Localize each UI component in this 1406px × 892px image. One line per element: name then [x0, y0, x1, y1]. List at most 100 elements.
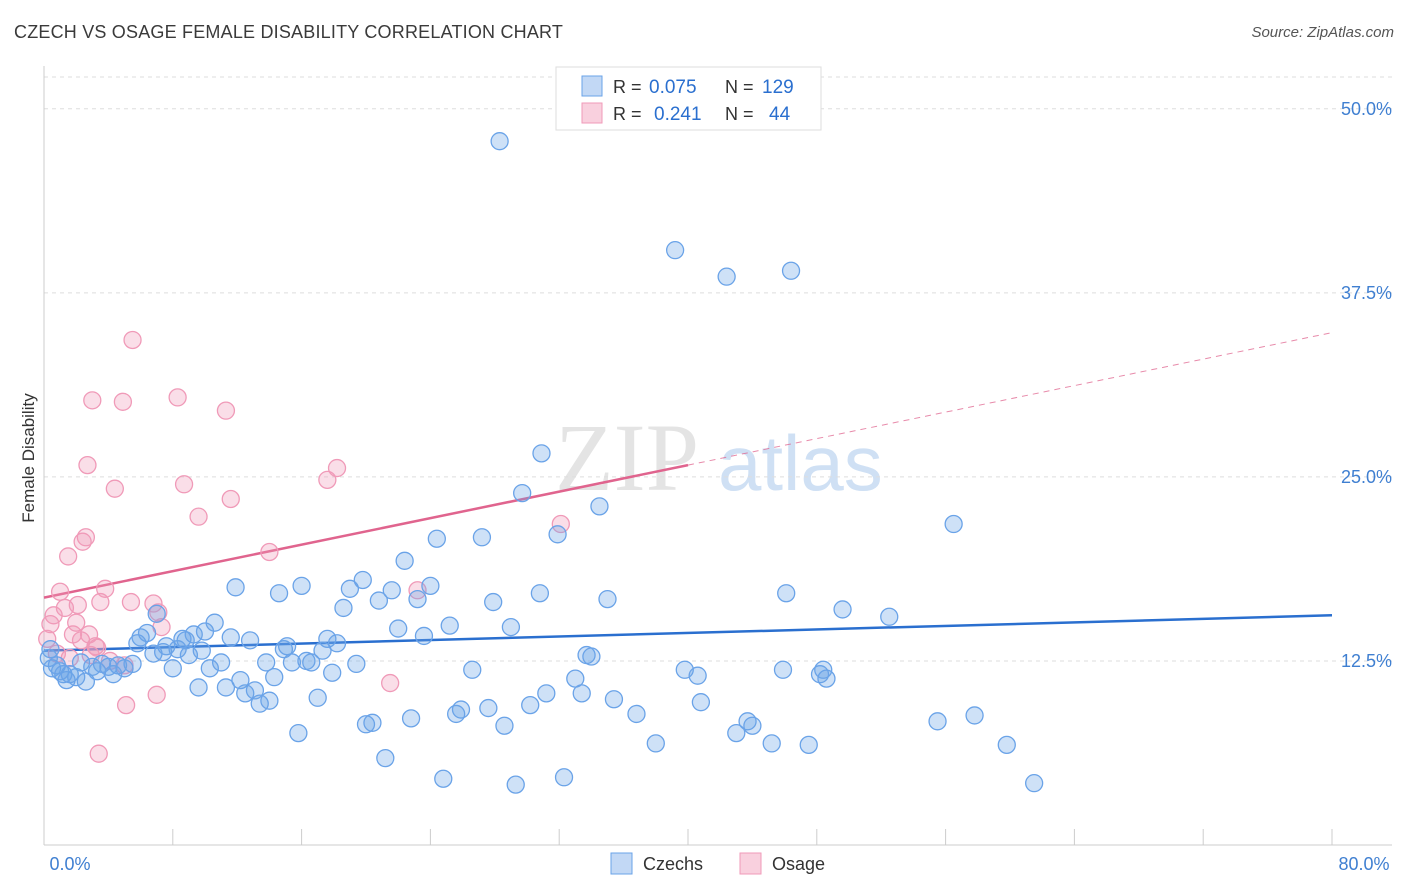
legend-label-osage: Osage: [772, 854, 825, 874]
data-point-osage: [44, 606, 63, 625]
data-point-czechs: [532, 444, 551, 463]
trend-line-czechs: [43, 614, 1333, 652]
data-point-czechs: [434, 769, 453, 788]
data-point-czechs: [353, 570, 372, 590]
data-point-czechs: [260, 691, 279, 710]
data-point-czechs: [363, 713, 382, 732]
data-point-osage: [168, 388, 187, 407]
data-point-czechs: [289, 723, 308, 743]
data-point-osage: [79, 625, 99, 644]
data-point-czechs: [347, 654, 366, 674]
legend-swatch-czechs: [610, 852, 633, 875]
data-point-czechs: [688, 666, 707, 685]
data-point-czechs: [308, 688, 327, 707]
data-point-czechs: [743, 716, 762, 735]
data-point-czechs: [318, 629, 337, 649]
data-point-czechs: [334, 598, 353, 618]
data-point-czechs: [427, 529, 446, 548]
trend-line-osage: [43, 463, 689, 599]
legend-swatch-osage: [739, 852, 762, 875]
data-point-czechs: [221, 628, 240, 647]
stats-r-value-czechs: 0.075: [649, 77, 697, 98]
data-point-osage: [551, 514, 570, 534]
data-point-czechs: [944, 514, 963, 534]
data-point-czechs: [781, 261, 801, 280]
data-point-czechs: [41, 640, 60, 659]
data-point-czechs: [1025, 774, 1044, 793]
data-point-osage: [221, 489, 240, 509]
stats-n-value-czechs: 129: [762, 77, 794, 98]
source-label: Source: ZipAtlas.com: [1251, 24, 1394, 41]
data-point-czechs: [395, 551, 414, 570]
watermark-zip: ZIP: [555, 404, 699, 511]
data-point-osage: [116, 695, 136, 715]
data-point-osage: [380, 673, 400, 693]
data-point-czechs: [200, 659, 219, 678]
data-point-osage: [174, 475, 194, 494]
data-points: [38, 132, 1044, 794]
data-point-czechs: [376, 748, 395, 768]
data-point-czechs: [472, 528, 492, 547]
stats-n-label-czechs: N =: [725, 77, 754, 97]
data-point-osage: [87, 638, 107, 657]
data-point-osage: [216, 401, 236, 420]
grid-lines: [44, 76, 1392, 662]
data-point-czechs: [773, 660, 793, 679]
data-point-czechs: [408, 589, 427, 609]
data-point-czechs: [274, 640, 294, 659]
data-point-czechs: [240, 631, 260, 650]
data-point-osage: [123, 330, 142, 350]
data-point-czechs: [71, 653, 91, 672]
data-point-czechs: [123, 654, 142, 674]
data-point-czechs: [604, 690, 624, 709]
data-point-osage: [50, 582, 70, 601]
stats-n-label-osage: N =: [725, 104, 754, 124]
data-point-czechs: [265, 667, 284, 687]
data-point-czechs: [484, 592, 503, 612]
data-point-czechs: [340, 579, 360, 598]
data-point-osage: [189, 507, 208, 526]
data-point-czechs: [572, 684, 591, 703]
data-point-osage: [121, 592, 141, 612]
data-point-czechs: [192, 641, 211, 660]
data-point-czechs: [389, 619, 408, 638]
data-point-czechs: [421, 576, 440, 596]
data-point-czechs: [554, 768, 574, 787]
data-point-czechs: [646, 734, 665, 753]
data-point-czechs: [501, 617, 521, 637]
axes: [43, 66, 1392, 846]
data-point-czechs: [717, 267, 736, 286]
data-point-czechs: [440, 616, 459, 635]
data-point-czechs: [369, 591, 389, 610]
y-axis-label: Female Disability: [19, 393, 38, 523]
data-point-czechs: [414, 626, 434, 646]
stats-n-value-osage: 44: [769, 104, 791, 125]
trend-lines: [43, 332, 1333, 652]
data-point-osage: [318, 470, 337, 489]
data-point-czechs: [382, 581, 401, 600]
chart-title: CZECH VS OSAGE FEMALE DISABILITY CORRELA…: [14, 22, 564, 42]
stats-r-label-osage: R =: [613, 104, 642, 124]
data-point-czechs: [537, 684, 556, 703]
stats-swatch-osage: [581, 102, 603, 124]
data-point-czechs: [313, 641, 332, 660]
data-point-czechs: [184, 625, 203, 644]
data-point-czechs: [965, 706, 984, 725]
data-point-czechs: [691, 693, 711, 712]
data-point-czechs: [463, 660, 482, 679]
watermark-atlas: atlas: [718, 419, 883, 507]
data-point-czechs: [163, 659, 182, 678]
data-point-czechs: [137, 623, 157, 643]
y-tick-label: 12.5%: [1341, 651, 1392, 671]
data-point-czechs: [327, 634, 347, 653]
data-point-osage: [327, 458, 347, 478]
data-point-czechs: [530, 584, 550, 603]
data-point-czechs: [292, 576, 311, 596]
data-point-czechs: [216, 678, 236, 697]
y-tick-label: 25.0%: [1341, 467, 1392, 487]
series-legend: Czechs Osage: [610, 852, 825, 875]
data-point-osage: [38, 629, 57, 649]
data-point-czechs: [833, 600, 852, 619]
data-point-czechs: [777, 584, 796, 603]
